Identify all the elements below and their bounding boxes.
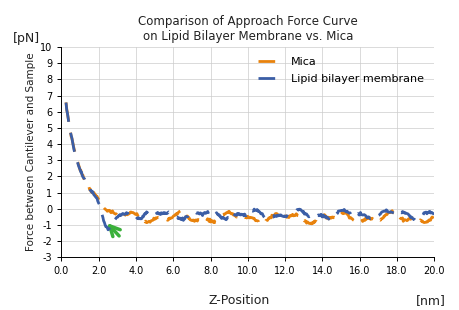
Y-axis label: Force between Cantilever and Sample: Force between Cantilever and Sample (26, 53, 36, 251)
Text: [nm]: [nm] (415, 294, 445, 307)
Text: [pN]: [pN] (13, 32, 40, 45)
Title: Comparison of Approach Force Curve
on Lipid Bilayer Membrane vs. Mica: Comparison of Approach Force Curve on Li… (138, 15, 357, 43)
Text: Z-Position: Z-Position (208, 294, 269, 307)
Legend: Mica, Lipid bilayer membrane: Mica, Lipid bilayer membrane (253, 52, 428, 88)
